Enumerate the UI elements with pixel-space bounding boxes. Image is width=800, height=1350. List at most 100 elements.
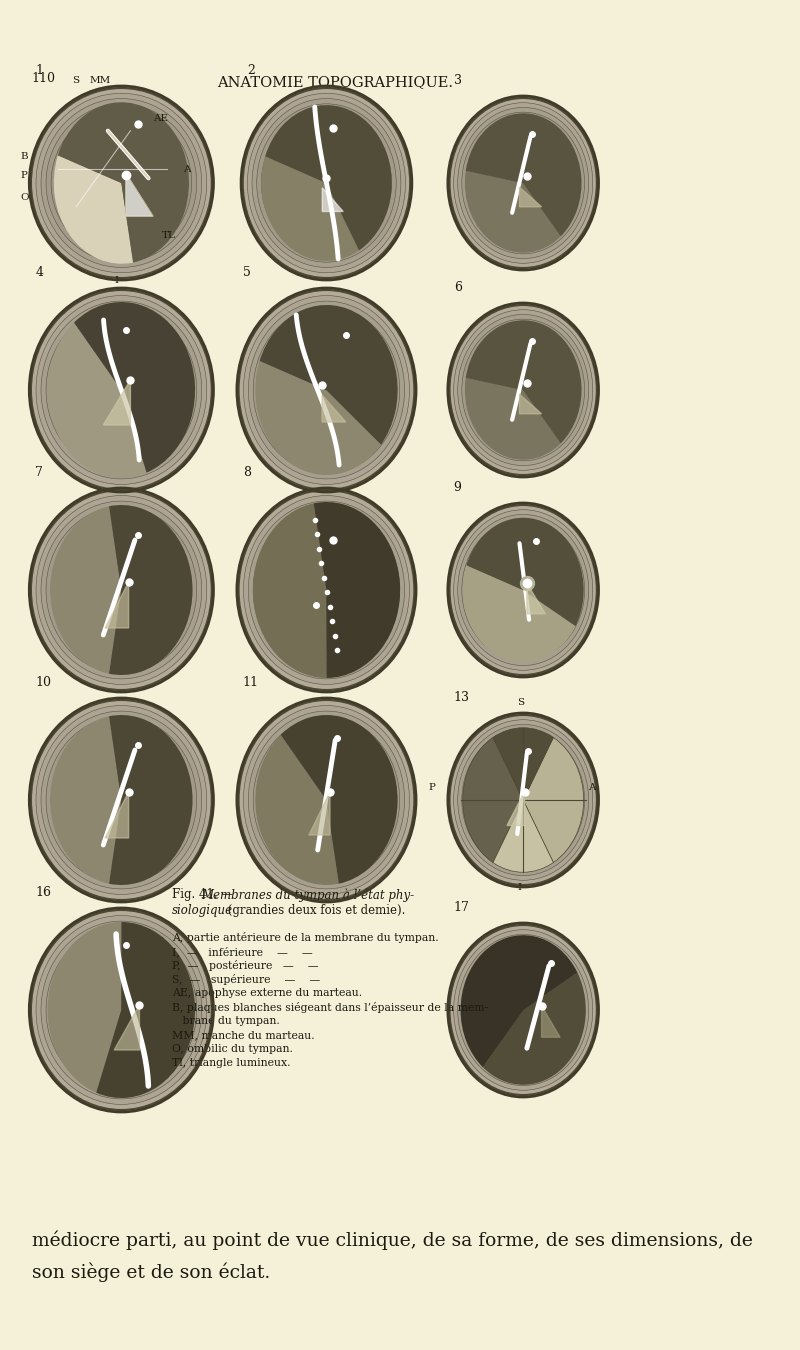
Ellipse shape [106, 574, 137, 606]
Text: Tl, triangle lumineux.: Tl, triangle lumineux. [172, 1058, 290, 1068]
Ellipse shape [116, 178, 126, 188]
Ellipse shape [243, 706, 410, 895]
Ellipse shape [51, 109, 192, 256]
Text: AE: AE [153, 115, 168, 123]
Text: 3: 3 [454, 74, 462, 86]
Ellipse shape [278, 744, 375, 856]
Ellipse shape [56, 317, 186, 462]
Polygon shape [114, 1004, 139, 1050]
Ellipse shape [458, 514, 589, 666]
Wedge shape [493, 801, 554, 872]
Text: S: S [72, 76, 78, 85]
Ellipse shape [96, 983, 146, 1038]
Ellipse shape [519, 586, 527, 595]
Ellipse shape [46, 104, 197, 262]
Ellipse shape [466, 524, 581, 656]
Ellipse shape [502, 366, 544, 413]
Ellipse shape [312, 574, 341, 606]
Ellipse shape [258, 722, 395, 878]
Ellipse shape [56, 115, 186, 251]
Ellipse shape [86, 351, 157, 429]
Ellipse shape [102, 162, 142, 204]
Ellipse shape [294, 146, 359, 220]
Wedge shape [462, 737, 523, 863]
Ellipse shape [238, 490, 414, 690]
Ellipse shape [36, 296, 206, 485]
Ellipse shape [474, 127, 572, 240]
Ellipse shape [66, 126, 177, 242]
Ellipse shape [498, 981, 548, 1038]
Ellipse shape [494, 977, 552, 1044]
Ellipse shape [31, 88, 212, 278]
Ellipse shape [86, 761, 157, 838]
Text: B, plaques blanches siégeant dans l’épaisseur de la mem-: B, plaques blanches siégeant dans l’épai… [172, 1002, 488, 1012]
Ellipse shape [450, 99, 597, 269]
Ellipse shape [307, 778, 346, 822]
Ellipse shape [498, 562, 548, 618]
Ellipse shape [519, 1006, 527, 1015]
Ellipse shape [317, 379, 336, 401]
Text: B: B [20, 153, 28, 161]
Ellipse shape [116, 585, 126, 595]
Ellipse shape [482, 753, 564, 848]
Ellipse shape [515, 381, 531, 400]
Wedge shape [96, 922, 195, 1098]
Ellipse shape [242, 88, 410, 278]
Ellipse shape [285, 135, 368, 231]
Wedge shape [466, 320, 582, 443]
Ellipse shape [454, 720, 593, 880]
Text: 110: 110 [32, 72, 56, 85]
Ellipse shape [258, 512, 395, 668]
Ellipse shape [111, 579, 131, 601]
Ellipse shape [71, 744, 172, 856]
Text: (grandies deux fois et demie).: (grandies deux fois et demie). [223, 904, 405, 917]
Ellipse shape [287, 756, 366, 845]
Ellipse shape [466, 944, 581, 1076]
Text: brane du tympan.: brane du tympan. [172, 1017, 279, 1026]
Ellipse shape [478, 338, 568, 441]
Ellipse shape [507, 782, 539, 819]
Ellipse shape [450, 925, 597, 1095]
Ellipse shape [292, 351, 361, 429]
Ellipse shape [282, 340, 370, 440]
Ellipse shape [282, 540, 370, 640]
Wedge shape [54, 155, 133, 263]
Ellipse shape [31, 701, 212, 900]
Ellipse shape [262, 109, 391, 256]
Ellipse shape [96, 362, 146, 417]
Ellipse shape [458, 315, 589, 466]
Text: 5: 5 [242, 266, 250, 279]
Ellipse shape [91, 976, 151, 1044]
Ellipse shape [486, 140, 560, 225]
Ellipse shape [91, 151, 151, 215]
Ellipse shape [454, 103, 593, 263]
Wedge shape [281, 716, 398, 884]
Ellipse shape [56, 938, 186, 1083]
Ellipse shape [515, 1000, 531, 1019]
Ellipse shape [263, 518, 390, 663]
Ellipse shape [102, 367, 142, 412]
Ellipse shape [290, 140, 364, 225]
Ellipse shape [302, 562, 351, 618]
Ellipse shape [275, 126, 378, 242]
Text: 16: 16 [35, 886, 51, 899]
Ellipse shape [502, 987, 544, 1034]
Ellipse shape [86, 551, 157, 629]
Ellipse shape [486, 968, 560, 1053]
Ellipse shape [263, 317, 390, 462]
Text: 4: 4 [35, 266, 43, 279]
Text: son siège et de son éclat.: son siège et de son éclat. [32, 1262, 270, 1281]
Ellipse shape [46, 926, 197, 1094]
Ellipse shape [494, 356, 552, 423]
Ellipse shape [61, 733, 182, 867]
Ellipse shape [511, 576, 535, 605]
Ellipse shape [287, 545, 366, 634]
Ellipse shape [458, 108, 589, 259]
Ellipse shape [312, 374, 341, 406]
Ellipse shape [515, 174, 531, 193]
Ellipse shape [86, 146, 157, 220]
Ellipse shape [51, 312, 192, 468]
Ellipse shape [258, 312, 395, 468]
Ellipse shape [106, 783, 137, 817]
Ellipse shape [116, 1004, 126, 1015]
